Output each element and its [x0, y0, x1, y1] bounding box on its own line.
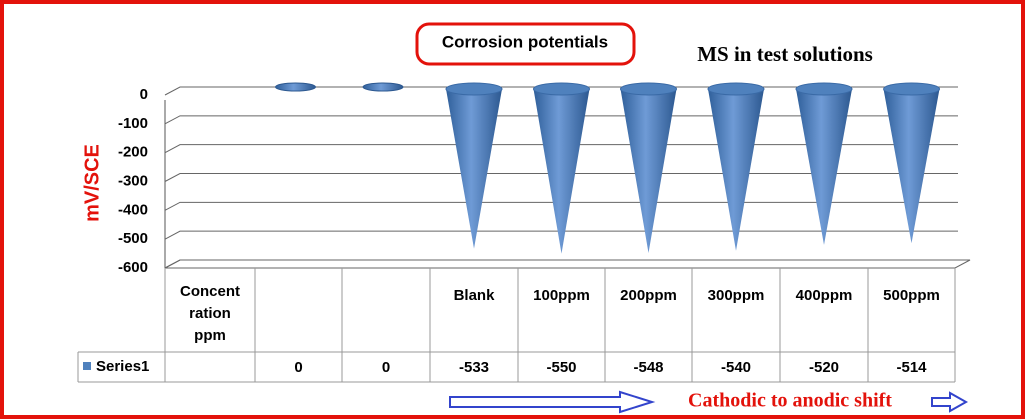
y-tick-label: -600 [118, 259, 148, 276]
cone [795, 82, 853, 245]
annotation: Cathodic to anodic shift [688, 390, 892, 412]
cone [883, 82, 940, 244]
grid-line [164, 201, 958, 211]
cone-top [620, 82, 677, 96]
grid-line [164, 173, 958, 182]
y-axis-label: mV/SCE [81, 144, 103, 222]
y-tick-label: -300 [118, 172, 148, 189]
grid-line [164, 259, 958, 269]
data-label: -550 [546, 359, 576, 376]
x-tick-label: Concent ration ppm [180, 283, 240, 344]
y-tick-label: -100 [118, 115, 148, 132]
cone [707, 82, 765, 251]
cone [533, 82, 590, 254]
cone [275, 82, 316, 92]
grid-line [164, 115, 958, 125]
grid-line [164, 86, 958, 96]
cone-top [533, 82, 590, 96]
grid-line [164, 144, 958, 154]
floor [164, 259, 971, 269]
x-tick-label: 200ppm [620, 287, 677, 304]
x-tick-label: 500ppm [883, 287, 940, 304]
cone-body [796, 89, 852, 245]
cone [445, 82, 503, 249]
cone-body [883, 89, 940, 244]
chart-subtitle: MS in test solutions [697, 42, 873, 66]
x-tick-label: 100ppm [533, 287, 590, 304]
x-tick-label: 400ppm [796, 287, 853, 304]
legend-swatch [83, 362, 91, 370]
y-tick-label: 0 [140, 86, 148, 103]
cone [362, 82, 404, 92]
data-label: -520 [809, 359, 839, 376]
y-tick-label: -500 [118, 230, 148, 247]
data-label: 0 [294, 359, 302, 376]
cone-top [883, 82, 940, 96]
cone-body [446, 89, 502, 249]
chart-title: Corrosion potentials [442, 32, 608, 51]
legend-label: Series1 [96, 358, 149, 375]
cone [620, 82, 677, 254]
cone-top [707, 82, 765, 96]
data-label: -533 [459, 359, 489, 376]
cone-top [445, 82, 503, 96]
title-box [415, 22, 636, 66]
x-tick-label: Blank [454, 287, 496, 304]
cone-top [795, 82, 853, 96]
data-label: -514 [896, 359, 927, 376]
cone-body [708, 89, 764, 251]
shift-arrow [931, 391, 969, 413]
shift-arrow [449, 390, 656, 414]
grid-line [164, 230, 958, 240]
data-label: -540 [721, 359, 751, 376]
y-tick-label: -400 [118, 201, 148, 218]
cone-body [620, 89, 677, 254]
data-label: 0 [382, 359, 390, 376]
y-tick-label: -200 [118, 144, 148, 161]
cone-body [533, 89, 590, 254]
data-label: -548 [633, 359, 663, 376]
x-tick-label: 300ppm [708, 287, 765, 304]
